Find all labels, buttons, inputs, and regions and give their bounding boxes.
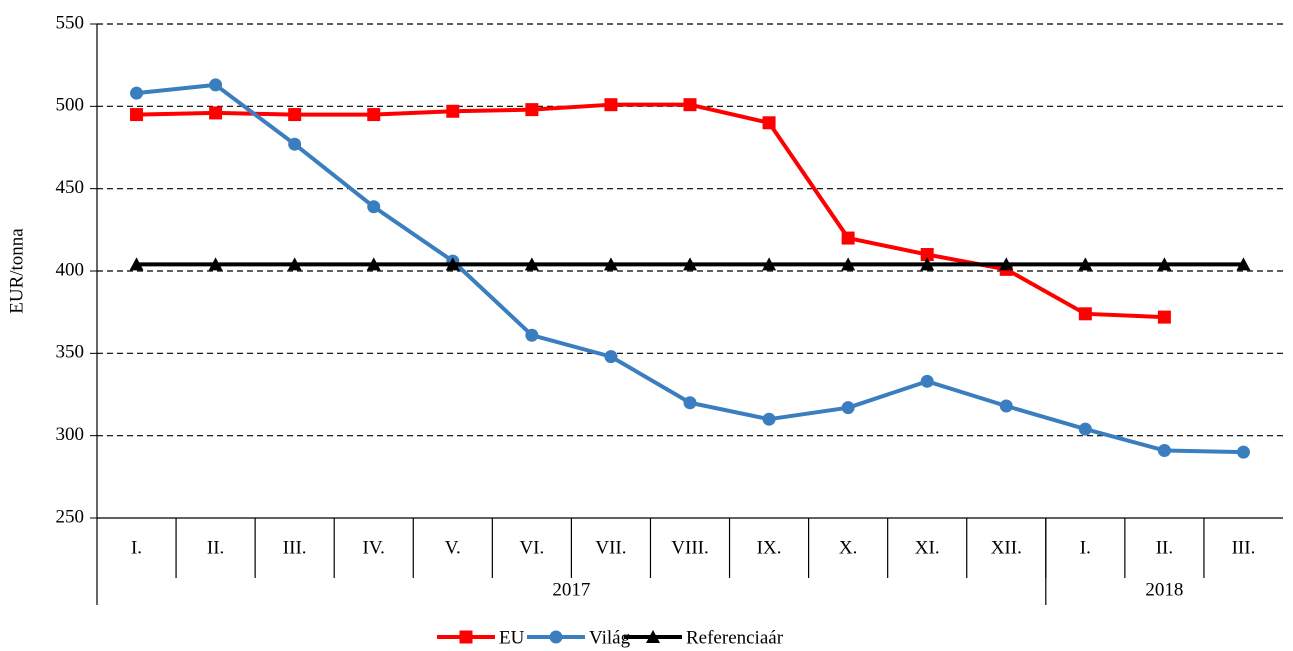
marker: [549, 630, 563, 644]
series-line: [136, 102, 1165, 320]
marker: [762, 257, 777, 271]
x-tick-label: XI.: [915, 537, 940, 558]
marker: [1157, 257, 1172, 271]
marker: [208, 257, 223, 271]
marker: [762, 412, 776, 426]
y-tick-label: 300: [56, 424, 85, 445]
marker: [1078, 422, 1092, 436]
legend-label: Referenciaár: [686, 627, 784, 648]
marker: [367, 108, 381, 122]
marker: [603, 257, 618, 271]
y-tick-label: 450: [56, 177, 85, 198]
marker: [999, 399, 1013, 413]
x-tick-label: I.: [131, 537, 142, 558]
marker: [841, 257, 856, 271]
marker: [841, 231, 855, 245]
marker: [524, 257, 539, 271]
marker: [288, 137, 302, 151]
y-tick-label: 550: [56, 12, 85, 33]
x-tick-label: II.: [207, 537, 224, 558]
marker: [445, 257, 460, 271]
y-axis-label: EUR/tonna: [6, 228, 27, 314]
x-tick-label: IX.: [757, 537, 782, 558]
marker: [683, 396, 697, 410]
x-tick-label: VIII.: [671, 537, 708, 558]
marker: [683, 257, 697, 271]
marker: [920, 374, 934, 388]
marker: [209, 106, 223, 120]
x-tick-label: VII.: [595, 537, 626, 558]
x-tick-label: X.: [839, 537, 857, 558]
marker: [525, 328, 539, 342]
marker: [604, 350, 618, 364]
marker: [129, 257, 144, 271]
marker: [287, 257, 302, 271]
marker: [288, 108, 302, 122]
marker: [209, 78, 223, 92]
x-tick-label: II.: [1156, 537, 1173, 558]
marker: [604, 98, 618, 112]
marker: [646, 630, 660, 643]
marker: [1078, 257, 1093, 271]
marker: [762, 116, 776, 130]
x-tick-label: IV.: [363, 537, 385, 558]
marker: [683, 98, 697, 112]
marker: [1236, 445, 1250, 459]
y-tick-label: 250: [56, 506, 85, 527]
x-tick-label: XII.: [991, 537, 1022, 558]
legend-label: EU: [499, 627, 525, 648]
x-tick-label: V.: [445, 537, 461, 558]
marker: [1157, 443, 1171, 457]
marker: [446, 104, 460, 118]
y-tick-label: 350: [56, 342, 85, 363]
marker: [366, 257, 381, 271]
legend-label: Világ: [589, 627, 631, 648]
marker: [1236, 257, 1251, 271]
x-tick-label: VI.: [519, 537, 544, 558]
marker: [920, 257, 935, 271]
x-group-label: 2017: [552, 579, 590, 600]
marker: [459, 630, 473, 644]
x-group-label: 2018: [1145, 579, 1183, 600]
x-tick-label: I.: [1080, 537, 1091, 558]
marker: [999, 257, 1014, 271]
y-tick-label: 500: [56, 95, 85, 116]
marker: [920, 248, 934, 262]
x-tick-label: III.: [283, 537, 307, 558]
marker: [841, 401, 855, 415]
marker: [367, 200, 381, 214]
y-tick-label: 400: [56, 259, 85, 280]
marker: [130, 108, 144, 122]
marker: [130, 86, 144, 100]
marker: [1157, 310, 1171, 324]
marker: [525, 103, 539, 117]
marker: [1078, 307, 1092, 321]
x-tick-label: III.: [1232, 537, 1256, 558]
